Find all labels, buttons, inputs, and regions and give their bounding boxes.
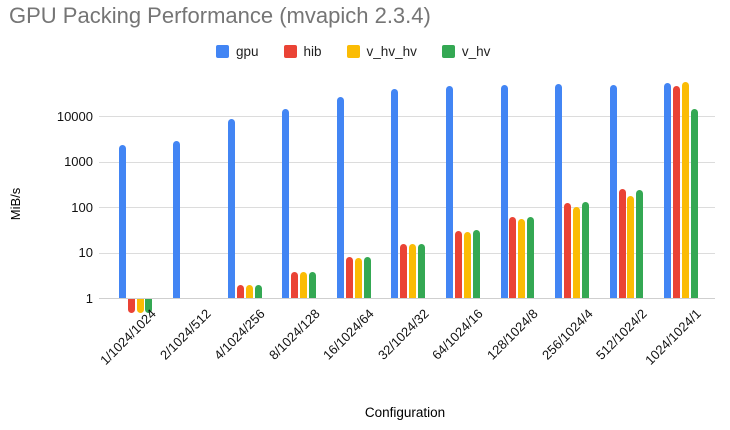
- bar-gpu: [609, 84, 617, 298]
- bar-hib: [400, 244, 408, 298]
- x-tick-label: 16/1024/64: [320, 306, 378, 363]
- y-gridline: [99, 207, 715, 208]
- legend-item-v_hv_hv: v_hv_hv: [346, 44, 417, 59]
- y-axis-title: MiB/s: [8, 187, 23, 221]
- y-tick-label: 10000: [56, 108, 93, 124]
- y-gridline: [99, 298, 715, 299]
- bar-gpu: [336, 97, 344, 298]
- bar-v_hv_hv: [245, 285, 253, 298]
- bar-v_hv: [472, 230, 480, 298]
- bar-hib: [618, 189, 626, 298]
- y-tick-label: 100: [71, 199, 93, 215]
- bar-hib: [454, 231, 462, 298]
- bar-v_hv: [309, 272, 317, 298]
- x-tick-label: 32/1024/32: [374, 306, 432, 363]
- bar-hib: [127, 299, 135, 313]
- legend-swatch-icon: [283, 45, 297, 58]
- bar-v_hv_hv: [300, 272, 308, 298]
- bar-v_hv: [527, 216, 535, 298]
- bar-v_hv: [418, 243, 426, 298]
- bar-gpu: [446, 86, 453, 298]
- bar-gpu: [227, 118, 235, 298]
- bar-v_hv_hv: [682, 81, 689, 298]
- y-tick-label: 10: [78, 245, 93, 260]
- bar-v_hv_hv: [409, 244, 417, 298]
- bar-gpu: [664, 82, 672, 298]
- bar-gpu: [500, 85, 508, 298]
- x-tick-label: 2/1024/512: [156, 306, 214, 363]
- x-tick-label: 128/1024/8: [484, 306, 541, 363]
- legend-swatch-icon: [346, 45, 360, 58]
- bar-v_hv: [363, 257, 371, 298]
- bar-v_hv: [581, 201, 589, 298]
- x-tick-label: 512/1024/2: [593, 306, 650, 363]
- bar-gpu: [555, 84, 563, 298]
- bar-v_hv_hv: [572, 207, 580, 298]
- y-gridline: [99, 161, 715, 163]
- legend-label: hib: [303, 44, 322, 59]
- bar-hib: [564, 202, 571, 298]
- x-axis-title: Configuration: [364, 405, 446, 420]
- bar-hib: [509, 217, 517, 298]
- legend-item-v_hv: v_hv: [441, 44, 491, 59]
- bar-v_hv: [636, 190, 644, 298]
- bar-v_hv: [145, 299, 153, 313]
- y-gridline: [99, 116, 715, 117]
- y-tick-label: 1000: [64, 154, 93, 169]
- chart-title: GPU Packing Performance (mvapich 2.3.4): [9, 3, 431, 28]
- bar-v_hv_hv: [463, 232, 471, 298]
- legend: gpu hib v_hv_hv v_hv: [216, 44, 490, 59]
- bar-hib: [236, 285, 244, 298]
- x-tick-label: 256/1024/4: [538, 306, 596, 363]
- bar-v_hv_hv: [354, 257, 362, 298]
- bar-hib: [673, 85, 681, 298]
- bar-hib: [291, 272, 299, 298]
- x-tick-label: 64/1024/16: [429, 306, 487, 363]
- bar-gpu: [118, 145, 126, 298]
- bar-hib: [345, 257, 353, 298]
- legend-label: gpu: [236, 44, 259, 59]
- bar-v_hv_hv: [627, 195, 635, 298]
- bar-gpu: [282, 109, 290, 298]
- x-tick-label: 1/1024/1024: [97, 306, 159, 368]
- bar-gpu: [173, 141, 181, 298]
- bar-v_hv: [254, 285, 262, 298]
- legend-label: v_hv_hv: [366, 44, 417, 59]
- y-tick-label: 1: [85, 290, 93, 306]
- bar-gpu: [391, 88, 399, 298]
- bar-v_hv_hv: [518, 219, 526, 298]
- legend-swatch-icon: [441, 45, 455, 58]
- bar-v_hv: [690, 109, 698, 298]
- x-tick-label: 4/1024/256: [211, 306, 268, 363]
- x-tick-label: 1024/1024/1: [642, 306, 705, 368]
- legend-swatch-icon: [216, 45, 229, 58]
- legend-label: v_hv: [461, 44, 491, 59]
- x-tick-label: 8/1024/128: [265, 306, 323, 363]
- legend-item-hib: hib: [283, 44, 322, 59]
- legend-item-gpu: gpu: [216, 44, 259, 59]
- bar-v_hv_hv: [136, 299, 144, 313]
